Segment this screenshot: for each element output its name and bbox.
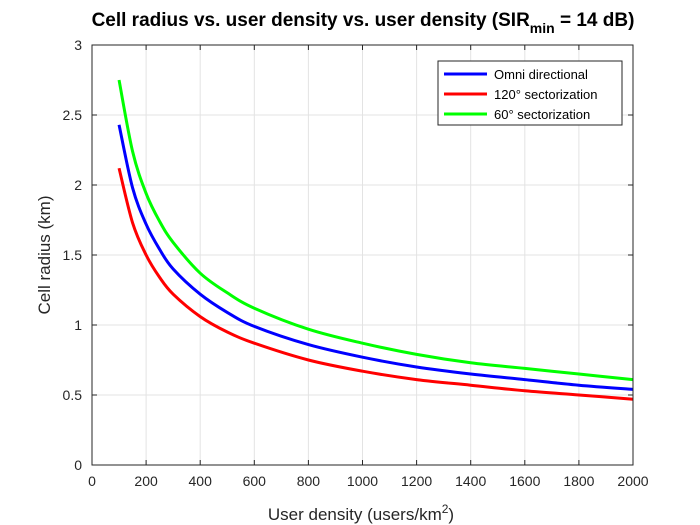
x-tick-label: 400 — [189, 473, 213, 489]
axes — [91, 44, 634, 466]
x-tick-label: 1800 — [563, 473, 594, 489]
series-line-2 — [117, 79, 634, 382]
y-tick-label: 3 — [74, 37, 82, 53]
legend-label-1: 120° sectorization — [494, 87, 597, 102]
x-tick-label: 1600 — [509, 473, 540, 489]
x-axis-label-end: ) — [448, 505, 454, 524]
x-tick-label: 1400 — [455, 473, 486, 489]
y-axis-label: Cell radius (km) — [35, 195, 54, 314]
x-tick-label: 600 — [243, 473, 267, 489]
y-tick-label: 0.5 — [63, 387, 83, 403]
y-tick-label: 1 — [74, 317, 82, 333]
chart-title-main: Cell radius vs. user density vs. user de… — [92, 10, 531, 31]
y-tick-label: 1.5 — [63, 247, 83, 263]
x-tick-label: 200 — [134, 473, 158, 489]
series-group — [117, 79, 634, 401]
series-line-1 — [117, 167, 634, 401]
chart-title-end: = 14 dB) — [555, 10, 635, 31]
legend-label-0: Omni directional — [494, 67, 588, 82]
x-tick-label: 800 — [297, 473, 321, 489]
chart-title-subscript: min — [530, 20, 555, 36]
x-axis-label-superscript: 2 — [442, 502, 449, 516]
x-tick-label: 1000 — [347, 473, 378, 489]
y-tick-label: 2 — [74, 177, 82, 193]
x-tick-label: 1200 — [401, 473, 432, 489]
x-tick-label: 0 — [88, 473, 96, 489]
chart-title: Cell radius vs. user density vs. user de… — [92, 10, 635, 36]
x-axis-label: User density (users/km2) — [268, 502, 454, 524]
legend-label-2: 60° sectorization — [494, 107, 590, 122]
legend: Omni directional 120° sectorization 60° se… — [437, 60, 623, 126]
series-line-0 — [117, 124, 634, 391]
y-tick-label: 0 — [74, 457, 82, 473]
x-axis-label-main: User density (users/km — [268, 505, 442, 524]
axes-box — [91, 44, 634, 466]
x-tick-label: 2000 — [617, 473, 648, 489]
y-tick-label: 2.5 — [63, 107, 83, 123]
tick-labels: 0 200 400 600 800 1000 1200 1400 1600 1800 2000 0 0.… — [63, 37, 649, 489]
